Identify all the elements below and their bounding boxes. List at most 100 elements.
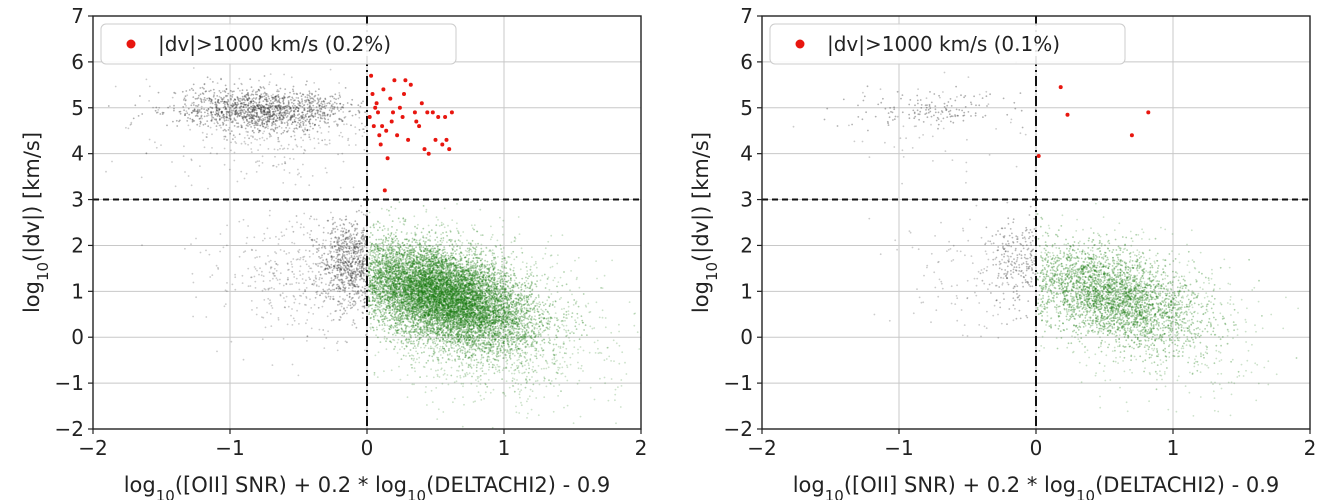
background-point <box>408 255 411 258</box>
background-point <box>469 289 471 291</box>
background-point <box>472 275 474 278</box>
background-point <box>494 332 496 335</box>
background-point <box>403 244 405 247</box>
background-point <box>454 336 457 339</box>
background-point <box>482 364 484 367</box>
background-point <box>515 277 518 279</box>
background-point <box>417 291 420 294</box>
background-point <box>423 328 426 331</box>
background-point <box>415 296 417 299</box>
background-point <box>431 289 434 292</box>
background-point <box>447 327 450 330</box>
background-point <box>404 307 407 310</box>
background-point <box>483 290 486 293</box>
background-point <box>438 319 441 321</box>
background-point <box>503 278 506 280</box>
background-point <box>521 251 524 254</box>
background-point <box>437 304 440 307</box>
background-point <box>463 331 466 334</box>
background-point <box>380 267 382 270</box>
background-point <box>555 343 558 346</box>
background-point <box>416 334 419 337</box>
background-point <box>389 298 391 301</box>
background-point <box>496 315 498 318</box>
background-point <box>406 262 408 265</box>
background-point <box>451 296 454 299</box>
background-point <box>495 327 497 330</box>
background-point <box>374 287 377 290</box>
background-point <box>407 247 410 250</box>
background-point <box>439 312 441 315</box>
background-point <box>388 312 390 314</box>
background-point <box>550 316 552 319</box>
background-point <box>445 258 447 261</box>
background-point <box>515 256 518 258</box>
background-point <box>476 331 479 334</box>
background-point <box>520 284 523 286</box>
background-point <box>478 298 481 300</box>
background-point <box>537 294 540 297</box>
background-point <box>436 343 439 346</box>
background-point <box>396 237 398 240</box>
background-point <box>469 265 472 268</box>
background-point <box>482 305 484 308</box>
background-point <box>499 327 502 329</box>
background-point <box>449 240 452 243</box>
background-point <box>532 275 535 277</box>
background-point <box>479 277 482 280</box>
background-point <box>394 239 397 242</box>
background-point <box>492 294 495 297</box>
background-point <box>417 341 420 343</box>
background-point <box>542 317 545 320</box>
background-point <box>528 378 531 381</box>
background-point <box>464 276 466 279</box>
background-point <box>470 367 473 369</box>
background-point <box>377 229 379 232</box>
background-point <box>467 285 469 288</box>
background-point <box>424 274 427 277</box>
background-point <box>450 264 452 266</box>
background-point <box>481 258 483 260</box>
background-point <box>440 256 443 259</box>
background-point <box>374 314 377 317</box>
background-point <box>394 324 396 327</box>
background-point <box>520 310 523 313</box>
background-point <box>475 312 478 315</box>
background-point <box>397 288 400 290</box>
background-point <box>450 299 453 302</box>
background-point <box>455 324 458 326</box>
background-point <box>507 279 510 282</box>
background-point <box>403 347 406 350</box>
background-point <box>463 271 465 273</box>
background-point <box>492 312 495 315</box>
background-point <box>462 320 465 323</box>
background-point <box>456 310 459 313</box>
background-point <box>475 256 478 259</box>
background-point <box>440 319 442 321</box>
background-point <box>455 269 457 272</box>
background-point <box>419 308 422 311</box>
background-point <box>461 352 464 354</box>
background-point <box>381 295 384 298</box>
background-point <box>479 294 482 297</box>
background-point <box>518 343 520 345</box>
background-point <box>412 263 414 265</box>
background-point <box>387 287 390 290</box>
background-point <box>407 282 409 285</box>
background-point <box>429 302 431 305</box>
background-point <box>415 270 418 273</box>
background-point <box>471 239 474 242</box>
background-point <box>392 333 394 336</box>
background-point <box>480 305 482 308</box>
background-point <box>411 245 414 248</box>
background-point <box>473 314 476 317</box>
background-point <box>444 316 447 318</box>
background-point <box>370 263 373 266</box>
background-point <box>428 300 431 303</box>
background-point <box>438 290 440 293</box>
background-point <box>501 351 504 354</box>
background-point <box>392 306 395 309</box>
background-point <box>451 256 454 259</box>
background-point <box>424 242 426 245</box>
background-point <box>455 266 457 268</box>
